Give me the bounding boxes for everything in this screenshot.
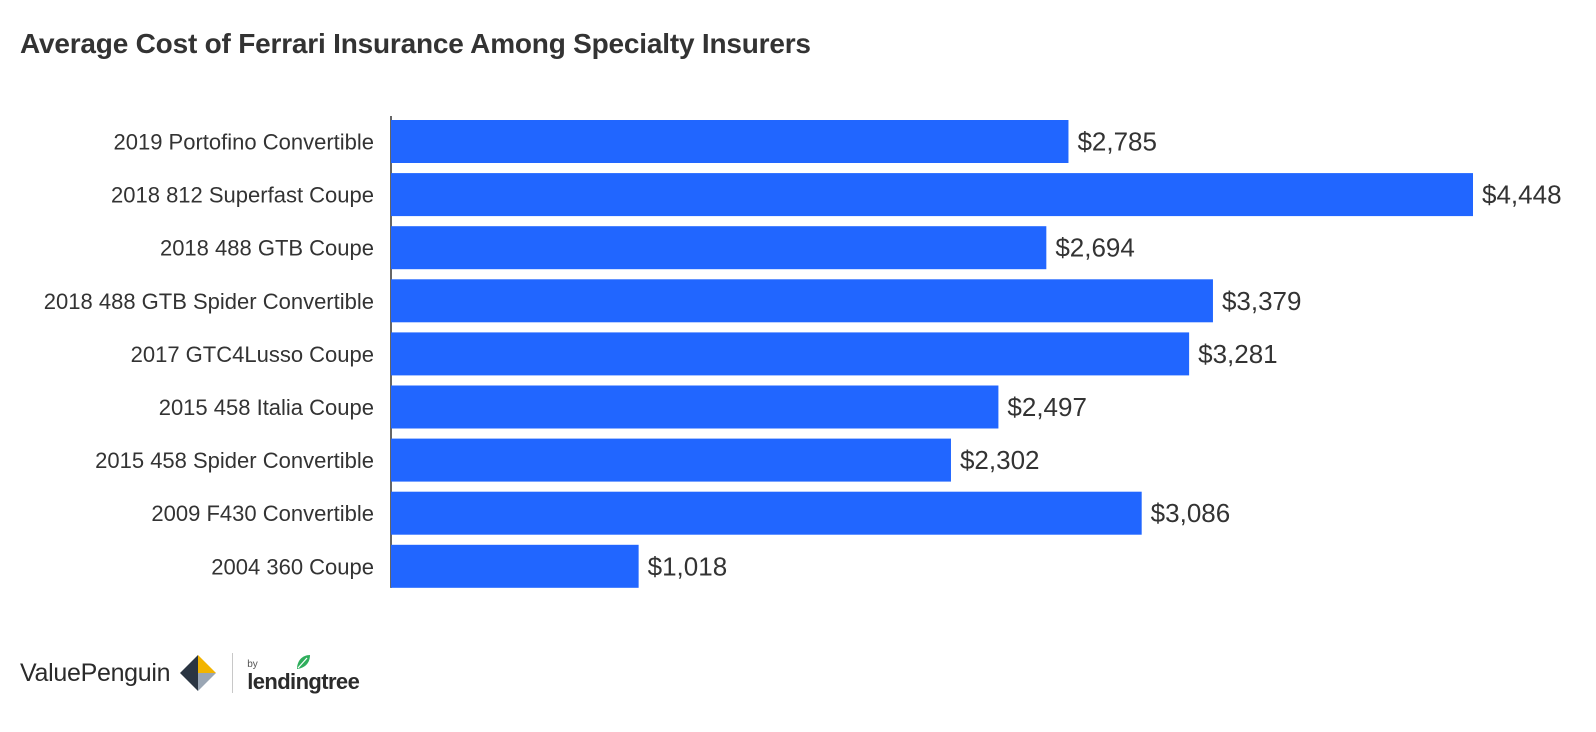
value-label: $1,018 (648, 551, 728, 581)
lendingtree-leaf-icon (297, 655, 311, 669)
category-label: 2018 488 GTB Coupe (160, 236, 374, 261)
lendingtree-wordmark: lendingtree (247, 669, 360, 694)
category-label: 2017 GTC4Lusso Coupe (131, 342, 374, 367)
bar (391, 385, 999, 429)
bar (391, 173, 1473, 217)
value-label: $3,379 (1222, 286, 1302, 316)
lendingtree-by-label: by (247, 659, 258, 670)
chart-title: Average Cost of Ferrari Insurance Among … (20, 28, 811, 59)
bar (391, 120, 1069, 163)
valuepenguin-brand: ValuePenguin (20, 658, 171, 687)
valuepenguin-logo-icon (180, 655, 217, 691)
value-label: $4,448 (1482, 180, 1562, 210)
bar-chart: 2019 Portofino Convertible $2,785 2018 812… (44, 116, 1562, 588)
lendingtree-logo: by lendingtree (247, 651, 360, 695)
category-label: 2018 488 GTB Spider Convertible (44, 289, 374, 314)
bar (391, 279, 1213, 323)
category-label: 2015 458 Italia Coupe (159, 395, 374, 420)
bar (391, 332, 1190, 376)
value-label: $2,302 (960, 445, 1040, 475)
category-label: 2019 Portofino Convertible (114, 130, 375, 155)
footer-logos: ValuePenguin by lendingtree (20, 648, 360, 698)
bar (391, 544, 639, 588)
value-label: $3,281 (1198, 339, 1278, 369)
bar (391, 226, 1047, 270)
value-label: $3,086 (1151, 498, 1231, 528)
value-label: $2,694 (1055, 233, 1135, 263)
value-label: $2,497 (1007, 392, 1087, 422)
category-label: 2018 812 Superfast Coupe (111, 183, 374, 208)
footer-divider (232, 653, 234, 693)
category-label: 2004 360 Coupe (211, 554, 374, 579)
category-label: 2009 F430 Convertible (151, 501, 374, 526)
category-label: 2015 458 Spider Convertible (95, 448, 374, 473)
value-label: $2,785 (1077, 127, 1157, 157)
bar (391, 438, 951, 482)
bar (391, 491, 1142, 535)
